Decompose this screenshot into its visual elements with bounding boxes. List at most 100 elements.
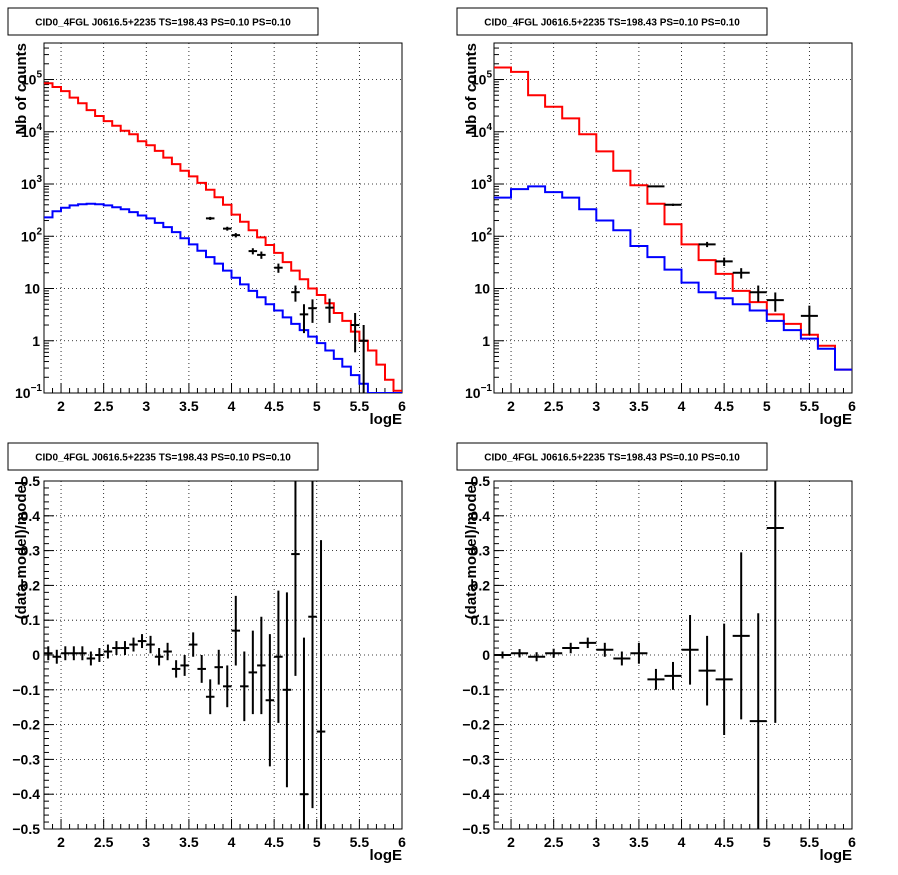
residual-point: [112, 641, 121, 655]
y-tick-label: 0.5: [471, 473, 491, 489]
residual-point: [171, 660, 181, 678]
y-tick-label: 0.3: [471, 543, 491, 559]
data-point: [257, 251, 266, 259]
x-tick-label: 4.5: [264, 398, 284, 414]
x-tick-label: 3.5: [629, 834, 649, 850]
plot-area: [494, 66, 852, 371]
x-tick-label: 4.5: [264, 834, 284, 850]
data-point: [664, 203, 682, 206]
x-tick-label: 3.5: [179, 834, 199, 850]
y-tick-label: −0.5: [12, 821, 40, 837]
x-tick-label: 6: [398, 398, 406, 414]
y-tick-label: 105: [471, 70, 493, 88]
y-tick-label: 0.2: [471, 577, 491, 593]
data-point: [350, 312, 360, 353]
y-tick-label: 1: [482, 333, 490, 349]
x-axis-label: logE: [370, 847, 403, 864]
chart-title-box: CID0_4FGL J0616.5+2235 TS=198.43 PS=0.10…: [456, 7, 768, 36]
chart-title-box: CID0_4FGL J0616.5+2235 TS=198.43 PS=0.10…: [7, 7, 319, 36]
residual-point: [681, 614, 699, 685]
residual-point: [647, 668, 665, 690]
residual-point: [698, 635, 716, 706]
chart-title: CID0_4FGL J0616.5+2235 TS=198.43 PS=0.10…: [484, 18, 740, 29]
residual-point: [103, 644, 113, 659]
chart-title: CID0_4FGL J0616.5+2235 TS=198.43 PS=0.10…: [484, 453, 740, 464]
y-tick-label: −0.5: [462, 821, 490, 837]
ticks: [493, 42, 853, 394]
data-point: [800, 305, 818, 335]
x-tick-label: 2: [57, 834, 65, 850]
chart-title-box: CID0_4FGL J0616.5+2235 TS=198.43 PS=0.10…: [456, 442, 768, 471]
plot-area: [44, 481, 326, 829]
data-point: [359, 325, 368, 393]
x-tick-label: 2.5: [94, 834, 114, 850]
residual-point: [257, 616, 266, 715]
residual-point: [44, 646, 53, 661]
x-tick-label: 5: [763, 398, 771, 414]
residual-point: [308, 481, 317, 809]
residual-point: [316, 540, 326, 829]
residual-point: [265, 634, 275, 767]
residual-point: [274, 590, 283, 723]
x-tick-label: 5.5: [800, 834, 820, 850]
x-tick-label: 2: [57, 398, 65, 414]
residual-point: [248, 630, 258, 715]
data-point: [248, 248, 258, 255]
residual-point: [664, 661, 682, 690]
residual-point: [240, 651, 249, 722]
data-point: [698, 241, 716, 248]
x-tick-label: 3.5: [179, 398, 199, 414]
x-tick-label: 6: [398, 834, 406, 850]
series-line-model-total: [44, 82, 402, 392]
grid: [494, 43, 852, 393]
data-point: [274, 263, 283, 273]
y-axis-label: Nb of counts: [13, 43, 30, 135]
x-tick-label: 3: [592, 398, 600, 414]
residual-point: [95, 648, 104, 662]
chart-title: CID0_4FGL J0616.5+2235 TS=198.43 PS=0.10…: [35, 453, 291, 464]
x-tick-label: 5: [313, 398, 321, 414]
x-tick-label: 5: [313, 834, 321, 850]
y-axis-label: (data-model)/model: [463, 481, 480, 619]
residual-point: [205, 679, 215, 715]
residual-point: [231, 595, 241, 666]
residual-point: [528, 652, 546, 662]
data-point: [325, 298, 334, 323]
y-tick-label: 0.4: [471, 508, 491, 524]
x-tick-label: 5.5: [350, 398, 370, 414]
data-point: [299, 304, 309, 334]
residual-point: [715, 623, 733, 736]
y-tick-label: −0.2: [12, 717, 40, 733]
residual-point: [154, 648, 164, 666]
residual-point: [545, 648, 563, 658]
data-point: [231, 233, 241, 238]
residual-point: [188, 632, 198, 657]
x-tick-label: 6: [848, 398, 856, 414]
x-tick-label: 3.5: [629, 398, 649, 414]
y-tick-label: 105: [21, 70, 43, 88]
y-tick-label: 0.1: [471, 612, 491, 628]
chart-title: CID0_4FGL J0616.5+2235 TS=198.43 PS=0.10…: [35, 18, 291, 29]
y-axis-label: Nb of counts: [463, 43, 480, 135]
data-point: [766, 292, 784, 312]
y-tick-label: −0.1: [12, 682, 40, 698]
x-tick-label: 6: [848, 834, 856, 850]
residual-point: [766, 481, 784, 723]
y-tick-label: −0.3: [12, 751, 40, 767]
residual-point: [163, 642, 172, 661]
y-tick-label: 10: [24, 281, 40, 297]
title-frame: [7, 442, 319, 471]
data-point: [308, 299, 317, 323]
residual-point: [562, 642, 580, 654]
chart-pad-2: CID0_4FGL J0616.5+2235 TS=198.43 PS=0.10…: [456, 7, 856, 428]
y-tick-label: 102: [471, 226, 493, 244]
chart-pad-3: CID0_4FGL J0616.5+2235 TS=198.43 PS=0.10…: [7, 442, 406, 864]
data-point: [715, 257, 733, 266]
residual-point: [197, 655, 206, 683]
y-tick-label: 102: [21, 226, 43, 244]
x-axis-label: logE: [820, 411, 853, 428]
chart-pad-1: CID0_4FGL J0616.5+2235 TS=198.43 PS=0.10…: [7, 7, 406, 428]
residual-point: [223, 665, 232, 708]
residual-point: [52, 649, 62, 664]
